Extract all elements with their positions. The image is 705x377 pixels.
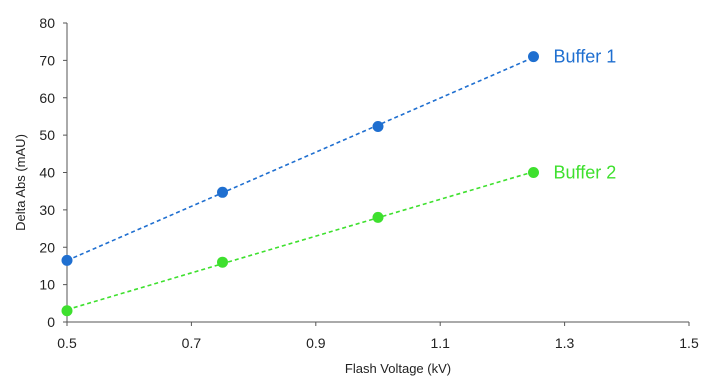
y-tick-label: 80	[39, 15, 55, 31]
trendline	[66, 56, 534, 262]
y-tick-label: 20	[39, 239, 55, 255]
x-tick-label: 1.5	[679, 335, 699, 351]
y-tick-label: 50	[39, 127, 55, 143]
y-tick-label: 70	[39, 52, 55, 68]
y-tick-label: 30	[39, 202, 55, 218]
data-point	[372, 211, 384, 223]
series-layer	[61, 51, 539, 317]
series-label: Buffer 2	[554, 163, 617, 183]
labels-layer: Buffer 1 Buffer 2	[554, 47, 617, 183]
y-axis-title: Delta Abs (mAU)	[13, 134, 28, 231]
data-point	[372, 121, 384, 133]
x-tick-label: 1.3	[555, 335, 575, 351]
x-tick-label: 0.9	[306, 335, 326, 351]
x-axis-title: Flash Voltage (kV)	[345, 361, 451, 376]
data-point	[217, 186, 228, 198]
series-label: Buffer 1	[554, 47, 617, 67]
series-2	[61, 167, 539, 317]
x-tick-label: 0.7	[182, 335, 202, 351]
series-1	[61, 51, 539, 266]
data-point	[61, 305, 73, 317]
data-point	[61, 254, 73, 266]
y-tick-label: 40	[39, 165, 55, 181]
data-point	[528, 51, 539, 63]
y-tick-label: 10	[39, 277, 55, 293]
x-tick-label: 0.5	[57, 335, 77, 351]
data-point	[217, 256, 228, 268]
data-point	[528, 167, 539, 178]
axes: 0 10 20 30 40 50 60 70 80 0.5 0.7 0.9 1.1 1.3 1.5 Flash…	[13, 15, 699, 376]
y-tick-label: 0	[47, 314, 55, 330]
y-tick-label: 60	[39, 90, 55, 106]
trendline	[66, 170, 534, 311]
x-tick-label: 1.1	[430, 335, 450, 351]
